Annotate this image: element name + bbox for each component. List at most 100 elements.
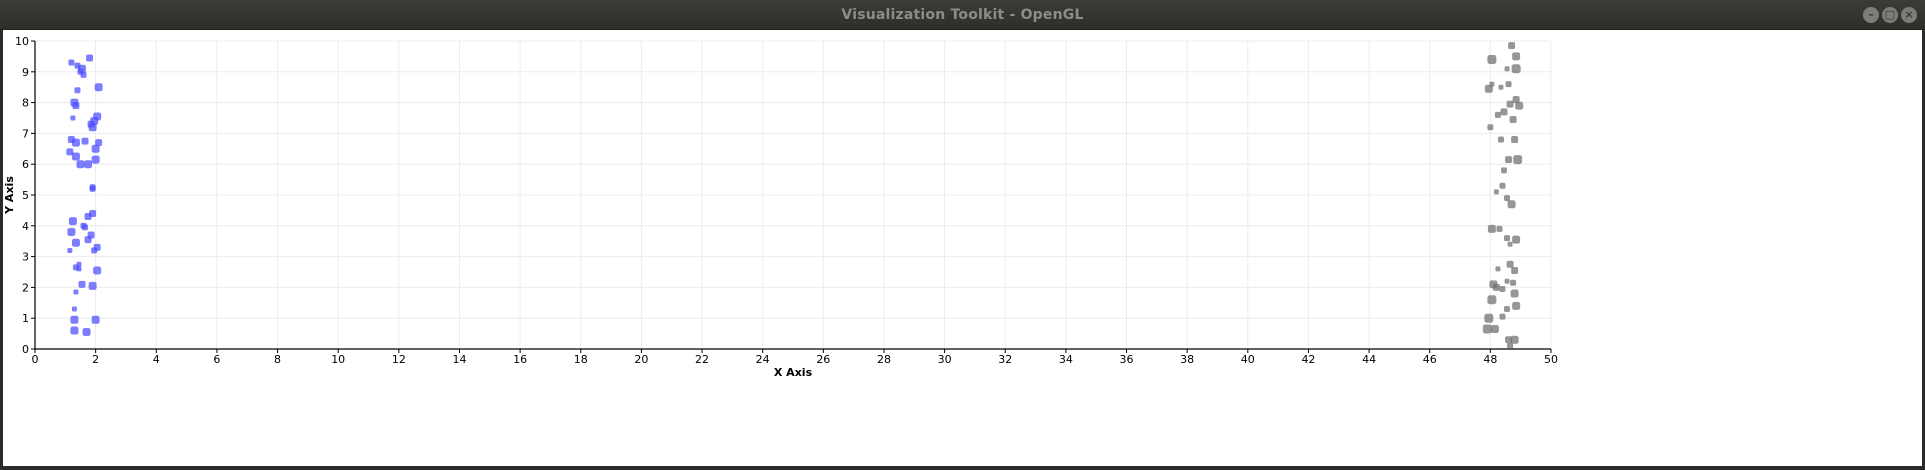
x-tick-label: 2 — [92, 353, 99, 366]
scatter-chart[interactable]: 0 2 4 6 8 10 12 14 16 18 20 22 24 26 28 30 32 34 36 38 40 42 4… — [3, 30, 1922, 466]
maximize-button[interactable]: □ — [1882, 7, 1898, 23]
data-point-series-1[interactable] — [89, 185, 96, 192]
data-point-series-2[interactable] — [1495, 266, 1501, 272]
data-point-series-2[interactable] — [1507, 241, 1513, 247]
plot-area[interactable]: 0 2 4 6 8 10 12 14 16 18 20 22 24 26 28 30 32 34 36 38 40 42 4… — [3, 30, 1922, 466]
data-point-series-2[interactable] — [1487, 224, 1496, 233]
y-tick-label: 1 — [22, 312, 29, 325]
minimize-button[interactable]: – — [1863, 7, 1879, 23]
data-point-series-2[interactable] — [1506, 260, 1514, 268]
data-point-series-1[interactable] — [76, 266, 82, 272]
data-point-series-2[interactable] — [1508, 42, 1516, 50]
data-point-series-1[interactable] — [84, 236, 92, 244]
data-point-series-2[interactable] — [1511, 266, 1519, 274]
data-point-series-1[interactable] — [80, 71, 87, 78]
data-point-series-1[interactable] — [67, 247, 73, 253]
data-point-series-1[interactable] — [70, 315, 79, 324]
data-point-series-1[interactable] — [71, 152, 80, 161]
data-point-series-2[interactable] — [1504, 195, 1511, 202]
x-tick-label: 28 — [877, 353, 891, 366]
data-point-series-2[interactable] — [1499, 313, 1506, 320]
data-point-series-1[interactable] — [93, 266, 102, 275]
data-point-series-2[interactable] — [1484, 313, 1494, 323]
data-point-series-2[interactable] — [1482, 324, 1492, 334]
data-point-series-1[interactable] — [70, 115, 76, 121]
data-point-series-1[interactable] — [88, 123, 97, 132]
data-point-series-1[interactable] — [67, 227, 76, 236]
x-tick-label: 46 — [1423, 353, 1437, 366]
data-point-series-1[interactable] — [91, 155, 100, 164]
data-point-series-1[interactable] — [91, 144, 100, 153]
data-point-series-2[interactable] — [1490, 324, 1499, 333]
data-point-series-1[interactable] — [68, 217, 77, 226]
data-point-series-2[interactable] — [1515, 101, 1524, 110]
x-tick-label: 12 — [392, 353, 406, 366]
data-point-series-1[interactable] — [71, 306, 77, 312]
data-point-series-2[interactable] — [1510, 279, 1517, 286]
data-point-series-2[interactable] — [1512, 96, 1520, 104]
data-point-series-1[interactable] — [68, 59, 75, 66]
data-point-series-2[interactable] — [1504, 66, 1510, 72]
data-point-series-2[interactable] — [1496, 225, 1503, 232]
window-title: Visualization Toolkit - OpenGL — [841, 6, 1084, 23]
data-point-series-1[interactable] — [76, 160, 85, 169]
data-point-series-1[interactable] — [95, 139, 103, 147]
close-button[interactable]: × — [1901, 7, 1917, 23]
data-point-series-1[interactable] — [84, 160, 93, 169]
data-point-series-2[interactable] — [1499, 182, 1506, 189]
data-point-series-2[interactable] — [1512, 52, 1521, 61]
data-point-series-1[interactable] — [88, 281, 97, 290]
x-tick-label: 34 — [1059, 353, 1073, 366]
y-tick-label: 8 — [22, 97, 29, 110]
data-point-series-2[interactable] — [1498, 84, 1504, 90]
window-titlebar[interactable]: Visualization Toolkit - OpenGL – □ × — [0, 0, 1925, 30]
y-tick-label: 5 — [22, 189, 29, 202]
data-point-series-2[interactable] — [1509, 116, 1517, 124]
data-point-series-1[interactable] — [66, 148, 74, 156]
data-point-series-1[interactable] — [74, 87, 81, 94]
data-point-series-2[interactable] — [1506, 100, 1514, 108]
data-point-series-2[interactable] — [1501, 167, 1508, 174]
data-point-series-1[interactable] — [82, 328, 91, 337]
window-controls: – □ × — [1863, 7, 1917, 23]
data-point-series-2[interactable] — [1511, 136, 1519, 144]
data-point-series-1[interactable] — [81, 137, 89, 145]
data-point-series-1[interactable] — [84, 213, 92, 221]
data-point-series-1[interactable] — [70, 326, 79, 335]
data-point-series-1[interactable] — [72, 102, 80, 110]
data-point-series-2[interactable] — [1505, 156, 1513, 164]
data-point-series-2[interactable] — [1499, 285, 1506, 292]
data-point-series-1[interactable] — [73, 289, 79, 295]
data-point-series-2[interactable] — [1507, 200, 1516, 209]
data-point-series-2[interactable] — [1507, 342, 1514, 349]
data-point-series-2[interactable] — [1512, 301, 1521, 310]
data-point-series-1[interactable] — [71, 138, 80, 147]
data-point-series-2[interactable] — [1484, 84, 1493, 93]
data-point-series-2[interactable] — [1510, 289, 1519, 298]
data-point-series-2[interactable] — [1500, 108, 1508, 116]
data-point-series-1[interactable] — [86, 54, 94, 62]
data-point-series-2[interactable] — [1505, 81, 1512, 88]
data-point-series-2[interactable] — [1487, 54, 1497, 64]
data-point-series-2[interactable] — [1513, 155, 1523, 165]
data-point-series-1[interactable] — [71, 238, 80, 247]
data-point-series-2[interactable] — [1504, 278, 1510, 284]
data-point-series-1[interactable] — [78, 280, 86, 288]
data-point-series-1[interactable] — [94, 83, 103, 92]
data-point-series-2[interactable] — [1512, 235, 1521, 244]
data-point-series-2[interactable] — [1493, 189, 1499, 195]
data-point-series-1[interactable] — [82, 224, 89, 231]
data-point-series-1[interactable] — [91, 315, 100, 324]
data-point-series-2[interactable] — [1504, 235, 1511, 242]
data-point-series-2[interactable] — [1511, 64, 1521, 74]
data-point-series-2[interactable] — [1504, 305, 1511, 312]
data-point-series-2[interactable] — [1487, 295, 1497, 305]
data-point-series-2[interactable] — [1510, 335, 1519, 344]
data-point-series-2[interactable] — [1497, 136, 1504, 143]
data-point-series-2[interactable] — [1505, 336, 1513, 344]
data-point-series-1[interactable] — [91, 247, 98, 254]
data-point-series-2[interactable] — [1492, 283, 1500, 291]
data-point-series-2[interactable] — [1494, 111, 1501, 118]
data-point-series-2[interactable] — [1487, 124, 1494, 131]
